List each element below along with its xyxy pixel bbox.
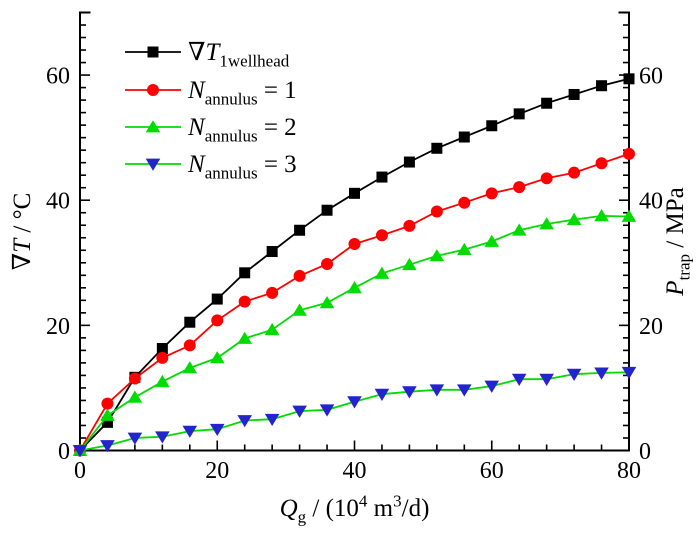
x-axis-title: Qg / (104 m3/d) bbox=[280, 492, 430, 527]
legend-marker bbox=[147, 84, 159, 96]
y-right-tick-label: 40 bbox=[639, 189, 663, 215]
legend-label: ∇T1wellhead bbox=[188, 39, 290, 71]
y-right-tick-label: 60 bbox=[639, 64, 663, 90]
legend-item-1: ∇T1wellhead bbox=[125, 39, 290, 71]
x-tick-label: 0 bbox=[74, 458, 86, 484]
legend-item-4: Nannulus = 3 bbox=[125, 151, 297, 183]
series-1-line bbox=[79, 77, 630, 452]
legend-marker bbox=[145, 158, 161, 171]
x-tick-label: 60 bbox=[480, 458, 504, 484]
y-right-tick-labels: 0 20 40 60 bbox=[639, 64, 663, 465]
legend-label: Nannulus = 1 bbox=[187, 77, 297, 109]
x-tick-label: 20 bbox=[205, 458, 229, 484]
legend-label: Nannulus = 3 bbox=[187, 151, 297, 183]
series-3-markers bbox=[72, 209, 637, 456]
y-axis-left-ticks bbox=[81, 11, 90, 452]
y-right-tick-label: 0 bbox=[639, 439, 651, 465]
y-left-tick-label: 60 bbox=[46, 64, 70, 90]
series-1-square bbox=[74, 73, 635, 456]
series-3-triangle-up bbox=[72, 209, 637, 456]
series-3-line bbox=[79, 214, 630, 452]
y-left-tick-labels: 0 20 40 60 bbox=[46, 64, 70, 465]
x-tick-label: 40 bbox=[343, 458, 367, 484]
x-tick-label: 80 bbox=[617, 458, 641, 484]
y-left-tick-label: 20 bbox=[46, 314, 70, 340]
y-right-tick-label: 20 bbox=[639, 314, 663, 340]
legend-marker bbox=[145, 120, 161, 133]
x-axis-ticks bbox=[79, 440, 630, 450]
y-axis-right-ticks bbox=[619, 11, 628, 452]
y-left-tick-label: 40 bbox=[46, 189, 70, 215]
y-left-tick-label: 0 bbox=[58, 439, 70, 465]
y-axis-right-title: Ptrap / MPa bbox=[662, 187, 694, 296]
legend-label: Nannulus = 2 bbox=[187, 114, 297, 146]
legend: ∇T1wellhead Nannulus = 1 Nannulus = 2 Nannu… bbox=[125, 39, 297, 183]
legend-item-2: Nannulus = 1 bbox=[125, 77, 297, 109]
x-tick-labels: 0 20 40 60 80 bbox=[74, 458, 641, 484]
y-axis-left-title: ∇T / °C bbox=[9, 193, 36, 271]
series-4-triangle-down bbox=[72, 366, 637, 458]
series-4-markers bbox=[72, 366, 637, 458]
legend-item-3: Nannulus = 2 bbox=[125, 114, 297, 146]
legend-marker bbox=[147, 46, 159, 58]
